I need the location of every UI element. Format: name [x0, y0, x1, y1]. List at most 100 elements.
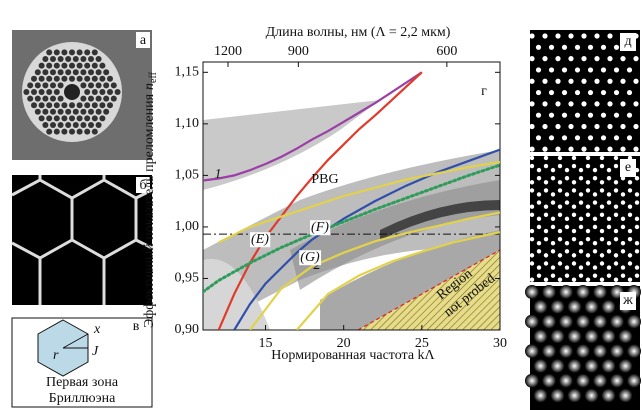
dot: [600, 67, 607, 73]
dot: [634, 176, 640, 181]
hole: [57, 122, 64, 128]
dot: [627, 180, 633, 185]
curve: [203, 163, 500, 294]
dot: [601, 388, 616, 403]
dot: [533, 299, 548, 314]
dot: [606, 249, 612, 254]
hole: [114, 89, 121, 95]
dot: [571, 180, 577, 185]
hole: [99, 89, 106, 95]
hole: [42, 95, 49, 102]
dot: [594, 78, 600, 84]
dot: [571, 277, 577, 282]
hole: [76, 102, 83, 109]
label-bg: [250, 232, 271, 248]
hole: [50, 122, 56, 128]
dot: [626, 89, 633, 96]
hole: [53, 115, 60, 122]
dot: [564, 176, 570, 181]
dot: [543, 204, 549, 209]
dot: [587, 135, 594, 141]
dot: [548, 135, 555, 141]
dot: [550, 358, 565, 373]
dot: [599, 163, 605, 169]
panel-v: x J r в Первая зона Бриллюэна: [11, 317, 153, 408]
hole: [99, 102, 106, 109]
hole: [88, 69, 94, 76]
hole: [95, 122, 102, 128]
hole: [69, 62, 75, 69]
dot: [557, 236, 563, 242]
hole: [38, 102, 45, 109]
hole: [72, 69, 79, 76]
dot: [585, 188, 591, 193]
dot: [571, 188, 577, 193]
dot: [557, 188, 563, 193]
dot: [620, 123, 626, 130]
dot: [529, 56, 535, 62]
plot-frame: [202, 61, 501, 331]
dot: [620, 78, 626, 84]
dot: [593, 285, 607, 299]
dot: [581, 78, 587, 84]
dot: [585, 204, 591, 209]
dot: [574, 135, 581, 141]
dot: [578, 200, 584, 205]
dot: [592, 224, 598, 230]
dot: [543, 253, 549, 258]
dot: [627, 344, 641, 359]
dot: [574, 67, 581, 73]
hole: [72, 122, 79, 128]
dot: [543, 188, 549, 193]
dot: [533, 358, 548, 373]
hole: [91, 128, 98, 135]
dot: [542, 56, 548, 62]
dot: [599, 188, 605, 193]
dot: [529, 180, 535, 185]
hole: [69, 115, 75, 122]
dot: [550, 224, 556, 230]
dot: [585, 228, 591, 234]
hole: [91, 89, 98, 95]
dot: [620, 273, 626, 278]
dot: [543, 228, 549, 234]
dot: [592, 265, 598, 270]
dot: [571, 261, 577, 266]
hole: [88, 95, 94, 102]
dot: [542, 78, 548, 84]
dot: [627, 261, 633, 266]
dot: [592, 167, 598, 173]
dot: [542, 373, 556, 388]
dot: [592, 192, 598, 197]
dot: [535, 135, 542, 141]
hole: [46, 102, 53, 109]
dot: [529, 212, 535, 217]
dot: [542, 33, 548, 39]
dot: [529, 123, 535, 130]
dot: [550, 273, 556, 278]
dot: [626, 135, 633, 141]
hole: [23, 89, 30, 95]
hole: [50, 82, 56, 89]
curve: [249, 211, 500, 330]
dot: [587, 89, 594, 96]
dot: [627, 228, 633, 234]
dot: [620, 101, 626, 107]
dot: [536, 241, 542, 246]
dot: [568, 123, 574, 130]
dot: [620, 249, 626, 254]
annotation: (F): [311, 220, 329, 235]
dot: [543, 155, 549, 161]
dot: [633, 123, 639, 130]
dot: [529, 228, 535, 234]
panel-d: д: [529, 30, 640, 152]
hole: [110, 95, 117, 102]
hole: [84, 115, 91, 122]
dot: [634, 265, 640, 270]
hole: [99, 62, 106, 69]
dot: [564, 200, 570, 205]
dot: [557, 212, 563, 217]
dot: [584, 358, 599, 373]
dot: [626, 67, 633, 73]
dot: [584, 388, 599, 403]
